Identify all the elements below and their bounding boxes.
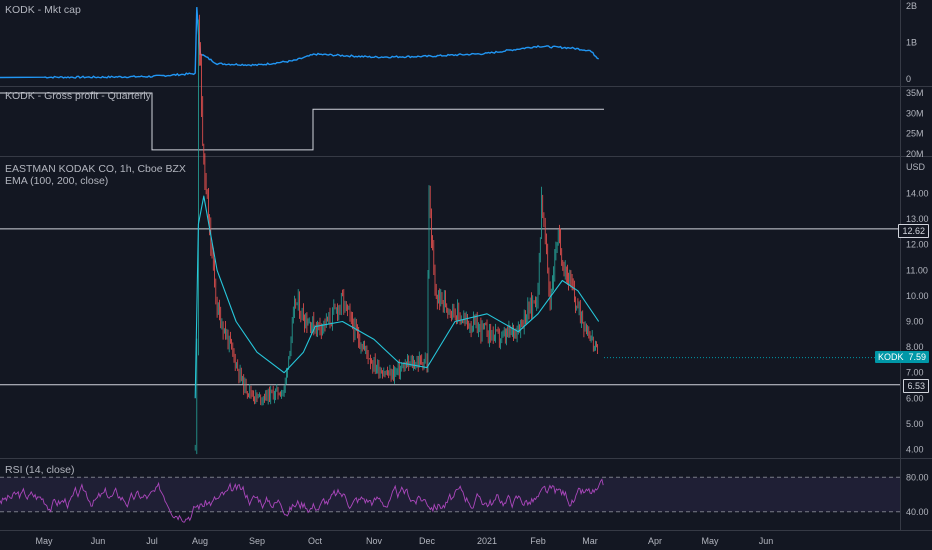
rsi-pane-title: RSI (14, close) bbox=[5, 464, 75, 476]
lower-hline-label: 6.53 bbox=[903, 379, 929, 393]
time-axis-label-9: Feb bbox=[530, 536, 546, 546]
main-axis-tick-10: 4.00 bbox=[906, 445, 924, 455]
time-axis-label-1: Jun bbox=[91, 536, 106, 546]
gross-axis-tick-3: 20M bbox=[906, 149, 924, 159]
time-axis-label-3: Aug bbox=[192, 536, 208, 546]
time-axis-label-2: Jul bbox=[146, 536, 158, 546]
mktcap-pane-title: KODK - Mkt cap bbox=[5, 4, 81, 16]
candles-group bbox=[194, 14, 598, 455]
rsi-axis-tick-1: 40.00 bbox=[906, 507, 929, 517]
main-pane-title: EASTMAN KODAK CO, 1h, Cboe BZX bbox=[5, 163, 186, 175]
time-axis-label-0: May bbox=[35, 536, 53, 546]
time-axis-label-5: Oct bbox=[308, 536, 323, 546]
mktcap-line bbox=[0, 7, 599, 79]
last-price-label: KODK 7.59 bbox=[875, 351, 929, 363]
ema-indicator-title: EMA (100, 200, close) bbox=[5, 175, 109, 187]
mktcap-axis-tick-0: 2B bbox=[906, 1, 917, 11]
time-axis-label-6: Nov bbox=[366, 536, 383, 546]
gross-profit-pane-title: KODK - Gross profit - Quarterly bbox=[5, 90, 151, 102]
gross-axis-tick-2: 25M bbox=[906, 129, 924, 139]
mktcap-axis-tick-2: 0 bbox=[906, 74, 911, 84]
main-axis-tick-6: 8.00 bbox=[906, 342, 924, 352]
rsi-line bbox=[0, 478, 604, 523]
gross-axis-tick-1: 30M bbox=[906, 108, 924, 118]
upper-hline-label: 12.62 bbox=[898, 224, 929, 238]
main-axis-tick-0: 14.00 bbox=[906, 189, 929, 199]
main-axis-tick-5: 9.00 bbox=[906, 317, 924, 327]
main-axis-tick-3: 11.00 bbox=[906, 265, 928, 275]
main-axis-tick-2: 12.00 bbox=[906, 240, 929, 250]
main-axis-tick-8: 6.00 bbox=[906, 393, 924, 403]
mktcap-axis-tick-1: 1B bbox=[906, 38, 917, 48]
main-axis-tick-7: 7.00 bbox=[906, 368, 924, 378]
time-axis-label-7: Dec bbox=[419, 536, 436, 546]
time-axis-label-13: Jun bbox=[759, 536, 774, 546]
main-axis-tick-1: 13.00 bbox=[906, 214, 929, 224]
ema-line bbox=[194, 195, 600, 399]
time-axis-label-10: Mar bbox=[582, 536, 598, 546]
last-price-symbol: KODK bbox=[878, 352, 904, 362]
main-currency-label: USD bbox=[906, 162, 926, 172]
time-axis-label-8: 2021 bbox=[477, 536, 497, 546]
main-axis-tick-4: 10.00 bbox=[906, 291, 929, 301]
last-price-value: 7.59 bbox=[908, 352, 926, 362]
time-axis-label-11: Apr bbox=[648, 536, 662, 546]
gross-profit-line bbox=[0, 92, 604, 151]
rsi-axis-tick-0: 80.00 bbox=[906, 472, 929, 482]
gross-axis-tick-0: 35M bbox=[906, 88, 924, 98]
time-axis-label-4: Sep bbox=[249, 536, 265, 546]
time-axis-label-12: May bbox=[701, 536, 719, 546]
main-axis-tick-9: 5.00 bbox=[906, 419, 924, 429]
